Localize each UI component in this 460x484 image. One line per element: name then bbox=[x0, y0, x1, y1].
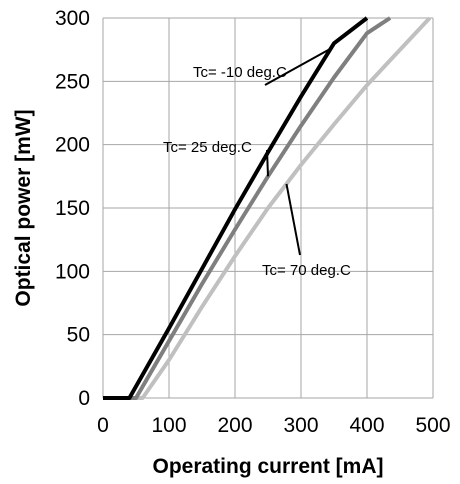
series-line-tc-minus10 bbox=[103, 16, 369, 400]
series-lines bbox=[103, 16, 432, 400]
x-tick-label: 500 bbox=[415, 414, 450, 437]
series-line-tc-70 bbox=[103, 16, 432, 400]
y-tick-label: 150 bbox=[55, 197, 90, 220]
annotation-leaders bbox=[264, 47, 332, 256]
y-tick-label: 50 bbox=[67, 324, 90, 347]
annotation-tc-70: Tc= 70 deg.C bbox=[262, 262, 351, 279]
series-line-tc-25 bbox=[103, 16, 392, 400]
leader-tc-70 bbox=[285, 183, 301, 256]
annotation-tc-25: Tc= 25 deg.C bbox=[163, 139, 252, 156]
y-tick-label: 100 bbox=[55, 260, 90, 283]
x-tick-label: 100 bbox=[151, 414, 186, 437]
y-tick-label: 250 bbox=[55, 70, 90, 93]
leader-tc-25 bbox=[266, 149, 269, 177]
x-axis-title: Operating current [mA] bbox=[152, 455, 383, 478]
leader-tc-minus10 bbox=[264, 47, 332, 86]
x-tick-label: 300 bbox=[283, 414, 318, 437]
y-tick-label: 0 bbox=[78, 387, 90, 410]
y-axis-title: Optical power [mW] bbox=[12, 109, 35, 306]
y-tick-label: 200 bbox=[55, 134, 90, 157]
x-tick-label: 400 bbox=[349, 414, 384, 437]
annotation-tc-minus10: Tc= -10 deg.C bbox=[193, 64, 287, 81]
x-tick-label: 200 bbox=[217, 414, 252, 437]
tick-labels: 0 100 200 300 400 500 0 50 100 150 200 250 300 bbox=[55, 7, 451, 437]
y-tick-label: 300 bbox=[55, 7, 90, 30]
x-tick-label: 0 bbox=[97, 414, 109, 437]
grid bbox=[102, 17, 434, 399]
